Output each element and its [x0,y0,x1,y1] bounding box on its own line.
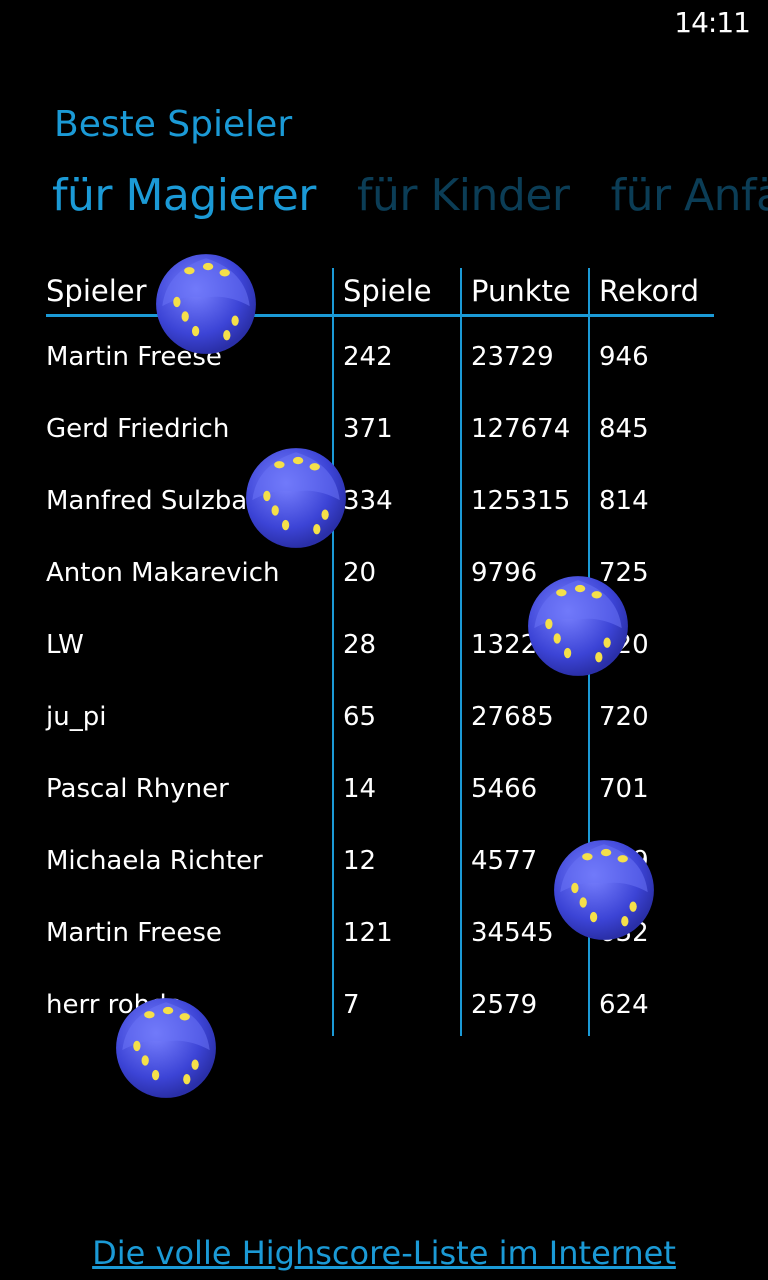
header-spieler: Spieler [46,274,147,308]
header-divider [46,314,714,317]
cell-record: 720 [599,702,649,732]
dice-icon [528,576,628,676]
dice-icon [554,840,654,940]
pivot-tab-magierer[interactable]: für Magierer [52,170,316,221]
header-rekord: Rekord [599,274,700,308]
pivot-header: für Magierer für Kinder für Anfä [52,170,768,230]
cell-points: 2579 [471,990,538,1020]
cell-player: Martin Freese [46,918,222,948]
cell-points: 5466 [471,774,538,804]
cell-record: 701 [599,774,649,804]
column-divider [460,268,462,1036]
cell-points: 127674 [471,414,571,444]
cell-games: 334 [343,486,393,516]
cell-player: LW [46,630,84,660]
cell-points: 23729 [471,342,554,372]
cell-games: 20 [343,558,377,588]
cell-games: 28 [343,630,377,660]
page-title: Beste Spieler [54,104,293,145]
cell-record: 845 [599,414,649,444]
cell-games: 14 [343,774,377,804]
cell-record: 946 [599,342,649,372]
cell-points: 125315 [471,486,571,516]
cell-points: 4577 [471,846,538,876]
cell-games: 371 [343,414,393,444]
cell-player: Michaela Richter [46,846,263,876]
cell-points: 9796 [471,558,538,588]
cell-games: 65 [343,702,377,732]
cell-games: 12 [343,846,377,876]
cell-points: 27685 [471,702,554,732]
header-punkte: Punkte [471,274,571,308]
cell-games: 242 [343,342,393,372]
cell-player: ju_pi [46,702,107,732]
cell-games: 121 [343,918,393,948]
dice-icon [156,254,256,354]
pivot-tab-anfaenger[interactable]: für Anfä [610,170,768,221]
pivot-tab-kinder[interactable]: für Kinder [356,170,570,221]
cell-record: 814 [599,486,649,516]
full-highscore-link[interactable]: Die volle Highscore-Liste im Internet [92,1234,676,1272]
cell-player: Pascal Rhyner [46,774,229,804]
status-time: 14:11 [674,6,751,39]
cell-player: Anton Makarevich [46,558,280,588]
cell-games: 7 [343,990,360,1020]
dice-icon [116,998,216,1098]
header-spiele: Spiele [343,274,432,308]
cell-player: Gerd Friedrich [46,414,230,444]
column-divider [332,268,334,1036]
cell-points: 34545 [471,918,554,948]
cell-record: 725 [599,558,649,588]
dice-icon [246,448,346,548]
cell-record: 624 [599,990,649,1020]
